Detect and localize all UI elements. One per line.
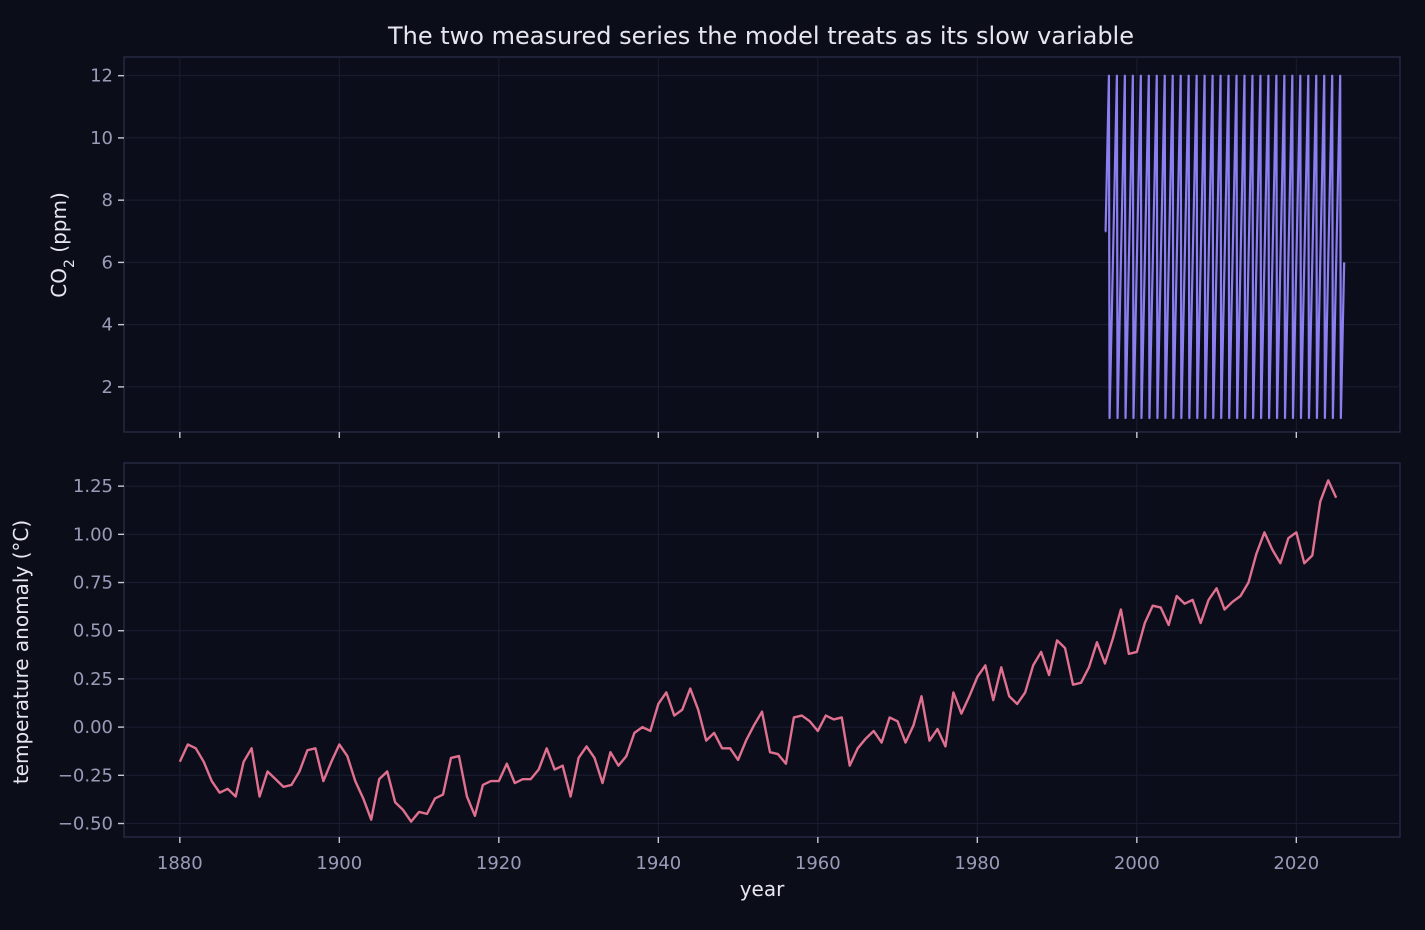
temperature-x-tick-label: 1900 — [316, 853, 362, 874]
co2-gridlines — [124, 57, 1400, 432]
x-axis-label: year — [740, 877, 785, 901]
temperature-y-ticks: −0.50 −0.25 0.00 0.25 0.50 0.75 1.00 1.25 — [58, 476, 124, 835]
co2-y-axis-label: CO2 (ppm) — [47, 192, 78, 297]
temperature-series-line — [178, 479, 1338, 823]
co2-y-tick-label: 2 — [102, 377, 113, 398]
temperature-x-tick-label: 1920 — [476, 853, 522, 874]
co2-series-line — [1104, 74, 1346, 420]
co2-y-tick-label: 10 — [90, 128, 113, 149]
temperature-x-ticks: 1880 1900 1920 1940 1960 1980 2000 2020 — [157, 837, 1319, 874]
co2-panel: 2 4 6 8 10 12 CO2 (ppm) — [47, 56, 1401, 438]
co2-y-tick-label: 6 — [102, 252, 113, 273]
temperature-plot-area — [123, 462, 1401, 838]
temperature-x-tick-label: 1980 — [954, 853, 1000, 874]
temperature-y-tick-label: −0.25 — [58, 765, 113, 786]
co2-y-tick-label: 8 — [102, 190, 113, 211]
co2-y-tick-label: 4 — [102, 315, 113, 336]
co2-y-ticks: 2 4 6 8 10 12 — [90, 66, 124, 398]
temperature-x-tick-label: 1940 — [635, 853, 681, 874]
temperature-y-tick-label: 1.25 — [73, 476, 113, 497]
temperature-x-tick-label: 1960 — [795, 853, 841, 874]
temperature-y-tick-label: 0.00 — [73, 717, 113, 738]
temperature-y-tick-label: 0.50 — [73, 621, 113, 642]
temperature-gridlines — [124, 463, 1400, 837]
temperature-x-tick-label: 1880 — [157, 853, 203, 874]
temperature-x-tick-label: 2000 — [1114, 853, 1160, 874]
temperature-y-axis-label: temperature anomaly (°C) — [9, 520, 33, 784]
temperature-panel: −0.50−0.250.000.250.500.751.001.25 1880 1… — [9, 462, 1401, 901]
chart-title: The two measured series the model treats… — [387, 22, 1134, 50]
temperature-x-tick-label: 2020 — [1273, 853, 1319, 874]
temperature-y-tick-label: 0.25 — [73, 669, 113, 690]
temperature-y-tick-label: 0.75 — [73, 573, 113, 594]
temperature-y-tick-label: −0.50 — [58, 814, 113, 835]
temperature-y-tick-label: 1.00 — [73, 524, 113, 545]
co2-x-ticks — [179, 432, 1298, 438]
co2-y-tick-label: 12 — [90, 66, 113, 87]
